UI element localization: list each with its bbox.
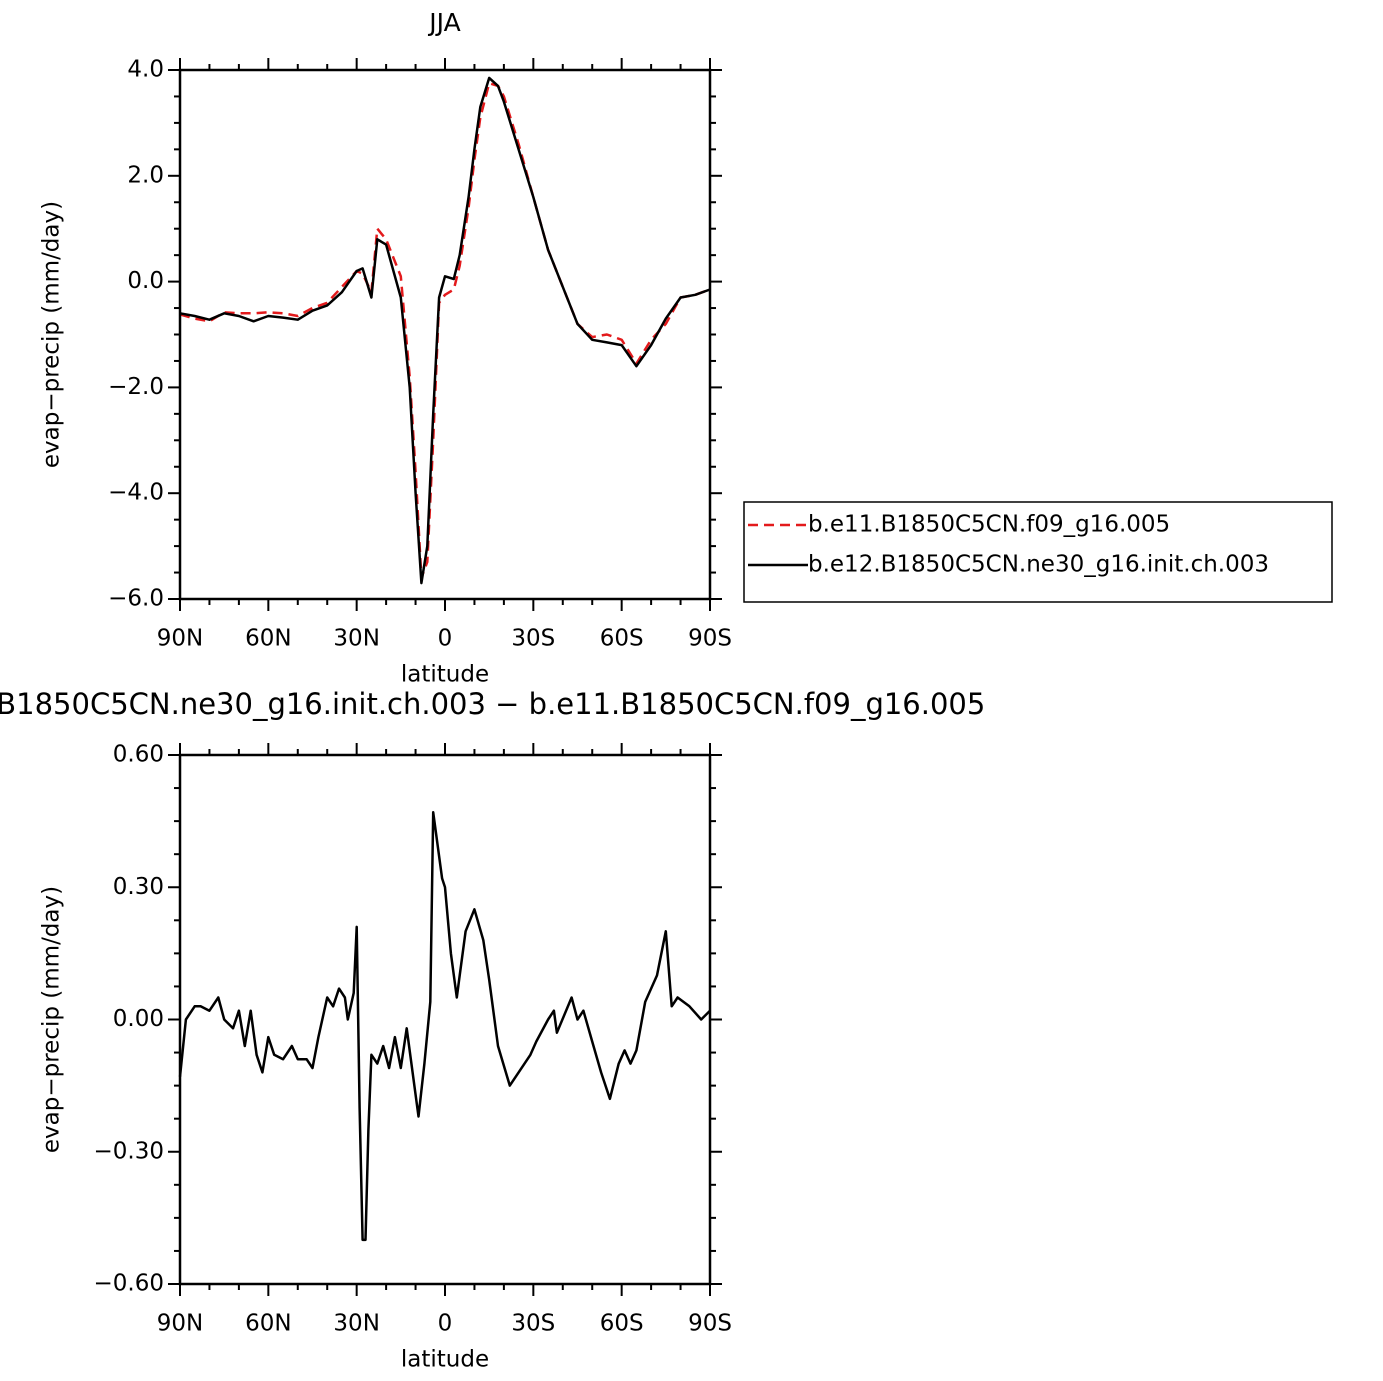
x-axis-label: latitude	[401, 662, 489, 688]
x-tick-label: 90N	[157, 1311, 203, 1337]
x-tick-label: 60N	[245, 626, 291, 652]
x-tick-label: 0	[438, 1311, 453, 1337]
x-tick-label: 60S	[600, 1311, 644, 1337]
plot-frame	[178, 753, 712, 1286]
chart-title: b.e12.B1850C5CN.ne30_g16.init.ch.003 − b…	[0, 687, 985, 721]
x-tick-label: 30S	[511, 626, 555, 652]
x-axis-label: latitude	[401, 1347, 489, 1373]
x-tick-label: 90N	[157, 626, 203, 652]
y-tick-label: 0.0	[127, 268, 164, 294]
y-axis-label: evap−precip (mm/day)	[39, 201, 65, 468]
y-tick-label: 0.30	[113, 874, 164, 900]
plot-frame	[178, 68, 712, 601]
x-tick-label: 30S	[511, 1311, 555, 1337]
data-line	[178, 811, 711, 1242]
data-line	[179, 81, 711, 580]
y-tick-label: −6.0	[108, 586, 164, 612]
legend-box	[743, 501, 1333, 603]
y-tick-label: 0.60	[113, 742, 164, 768]
y-tick-label: −0.60	[94, 1271, 164, 1297]
x-tick-label: 30N	[333, 1311, 379, 1337]
x-tick-label: 30N	[333, 626, 379, 652]
chart-title: JJA	[427, 8, 460, 37]
x-tick-label: 0	[438, 626, 453, 652]
y-tick-label: 4.0	[127, 57, 164, 83]
x-tick-label: 90S	[688, 626, 732, 652]
y-tick-label: 2.0	[127, 162, 164, 188]
data-line	[179, 76, 711, 585]
y-tick-label: −2.0	[108, 374, 164, 400]
y-tick-label: −0.30	[94, 1138, 164, 1164]
legend-label: b.e12.B1850C5CN.ne30_g16.init.ch.003	[808, 552, 1269, 578]
y-tick-label: −4.0	[108, 480, 164, 506]
legend-label: b.e11.B1850C5CN.f09_g16.005	[808, 512, 1170, 538]
y-tick-label: 0.00	[113, 1006, 164, 1032]
x-tick-label: 60N	[245, 1311, 291, 1337]
x-tick-label: 60S	[600, 626, 644, 652]
y-axis-label: evap−precip (mm/day)	[39, 886, 65, 1153]
x-tick-label: 90S	[688, 1311, 732, 1337]
